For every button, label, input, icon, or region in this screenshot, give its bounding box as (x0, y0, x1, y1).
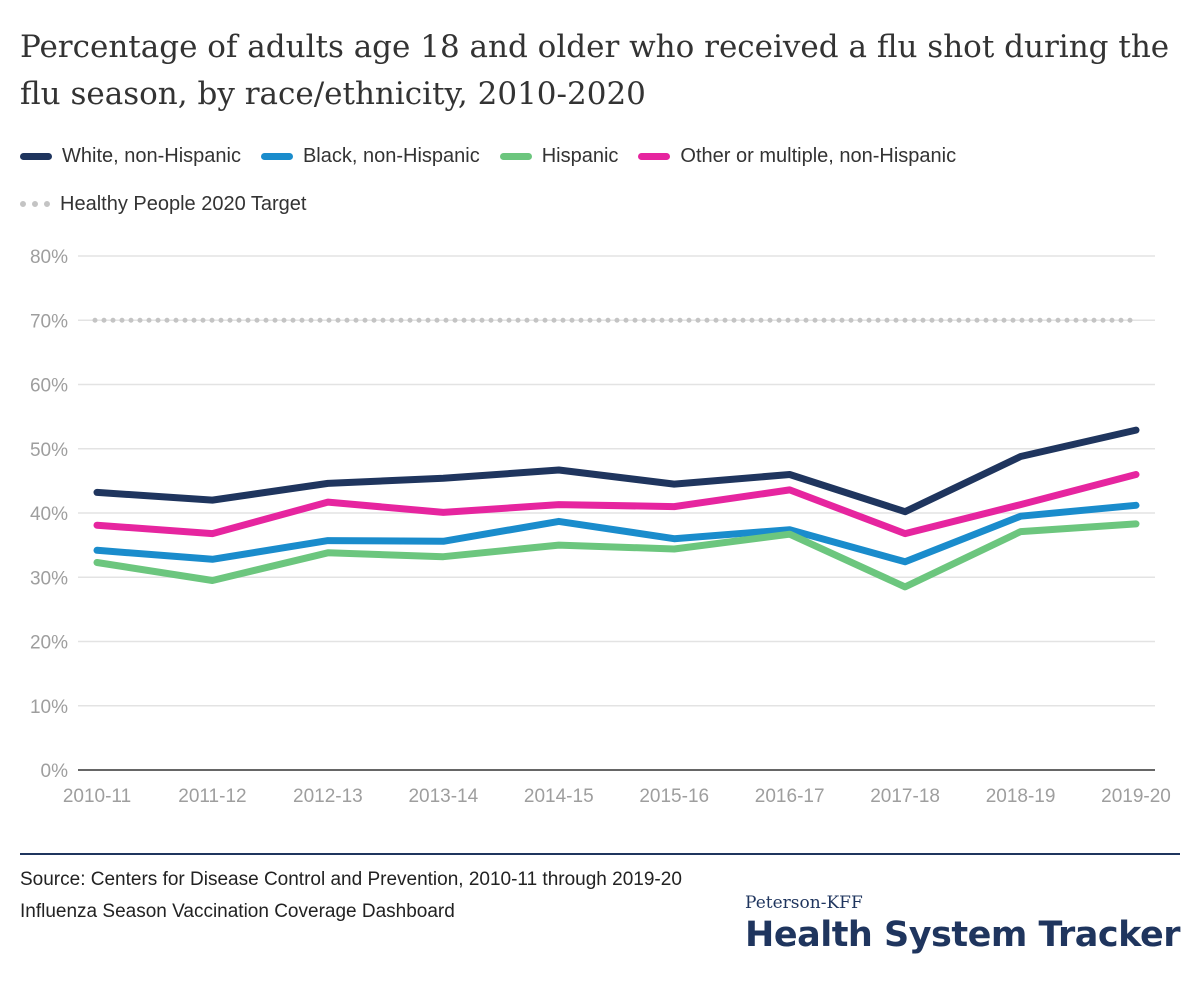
legend-item-other: Other or multiple, non-Hispanic (638, 145, 956, 168)
x-tick-label: 2016-17 (755, 786, 825, 807)
legend-swatch-black (260, 152, 293, 160)
x-tick-label: 2017-18 (870, 786, 940, 807)
series-line-3 (93, 471, 1140, 538)
series-line-0 (93, 426, 1140, 516)
grid-lines (78, 255, 1155, 707)
x-tick-label: 2018-19 (986, 786, 1056, 807)
legend-row-target: Healthy People 2020 Target (20, 186, 1180, 222)
y-tick-label: 0% (41, 761, 69, 782)
x-tick-label: 2010-11 (63, 786, 131, 807)
y-tick-label: 80% (30, 247, 68, 268)
x-tick-label: 2019-20 (1101, 786, 1171, 807)
x-tick-label: 2012-13 (293, 786, 363, 807)
y-tick-label: 10% (30, 697, 68, 718)
chart-title: Percentage of adults age 18 and older wh… (20, 29, 1170, 112)
y-tick-label: 40% (30, 504, 68, 525)
legend-row-series: White, non-Hispanic Black, non-Hispanic … (20, 138, 1180, 174)
brand-logo: Peterson-KFF Health System Tracker (745, 892, 1180, 956)
legend-item-white: White, non-Hispanic (20, 145, 241, 168)
x-tick-label: 2015-16 (639, 786, 709, 807)
y-tick-label: 30% (30, 568, 68, 589)
legend-label-target: Healthy People 2020 Target (60, 192, 307, 215)
legend-label-hispanic: Hispanic (541, 144, 619, 167)
series-line-2 (93, 520, 1140, 591)
legend-swatch-other (638, 152, 671, 160)
y-tick-label: 50% (30, 440, 68, 461)
legend-item-hispanic: Hispanic (499, 144, 619, 168)
footer-divider (20, 853, 1180, 855)
line-chart: 0% 10% 20% 30% 40% 50% 60% 70% 80% 2010-11 2011-1… (30, 247, 1171, 807)
legend-label-other: Other or multiple, non-Hispanic (680, 144, 957, 167)
series-line-1 (93, 501, 1140, 566)
logo-title: Health System Tracker (745, 915, 1180, 955)
x-axis-tick-labels: 2010-11 2011-12 2012-13 2013-14 2014-15 2015-… (63, 786, 1171, 807)
chart-legend: White, non-Hispanic Black, non-Hispanic … (20, 138, 1180, 234)
legend-item-target: Healthy People 2020 Target (20, 193, 306, 216)
x-tick-label: 2013-14 (408, 786, 478, 807)
series-lines (93, 426, 1140, 591)
legend-swatch-target (20, 201, 50, 207)
y-tick-label: 60% (30, 376, 68, 397)
legend-label-black: Black, non-Hispanic (302, 144, 480, 167)
legend-swatch-hispanic (499, 152, 532, 160)
x-tick-label: 2011-12 (178, 786, 246, 807)
y-axis-tick-labels: 0% 10% 20% 30% 40% 50% 60% 70% 80% (30, 247, 68, 782)
legend-label-white: White, non-Hispanic (62, 144, 241, 167)
y-tick-label: 70% (30, 311, 68, 332)
logo-subtitle: Peterson-KFF (745, 893, 863, 913)
source-note: Source: Centers for Disease Control and … (20, 869, 682, 922)
legend-swatch-white (20, 152, 52, 160)
x-tick-label: 2014-15 (524, 786, 594, 807)
legend-item-black: Black, non-Hispanic (260, 144, 480, 168)
y-tick-label: 20% (30, 633, 68, 654)
